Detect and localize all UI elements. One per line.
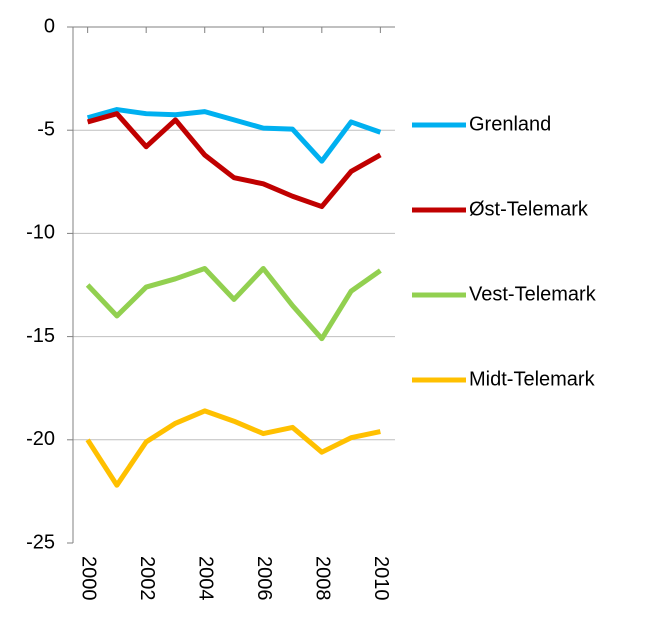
x-tick-label: 2006: [253, 556, 275, 601]
y-tick-label: -5: [37, 118, 55, 140]
series-line: [86, 111, 382, 210]
series-line: [86, 107, 382, 164]
x-tick-label: 2008: [312, 556, 334, 601]
legend-label: Midt-Telemark: [469, 368, 596, 390]
x-tick-label: 2004: [194, 556, 216, 601]
y-tick-label: -10: [26, 222, 55, 244]
y-tick-label: -20: [26, 428, 55, 450]
x-tick-label: 2010: [370, 556, 392, 601]
y-tick-label: -25: [26, 531, 55, 553]
legend-label: Øst-Telemark: [469, 198, 589, 220]
series-line: [85, 265, 382, 342]
x-tick-label: 2000: [77, 556, 99, 601]
y-tick-label: -15: [26, 325, 55, 347]
legend-label: Grenland: [469, 113, 551, 135]
x-tick-label: 2002: [136, 556, 158, 601]
legend-label: Vest-Telemark: [469, 283, 597, 305]
series-line: [85, 408, 381, 488]
y-tick-label: 0: [44, 15, 55, 37]
